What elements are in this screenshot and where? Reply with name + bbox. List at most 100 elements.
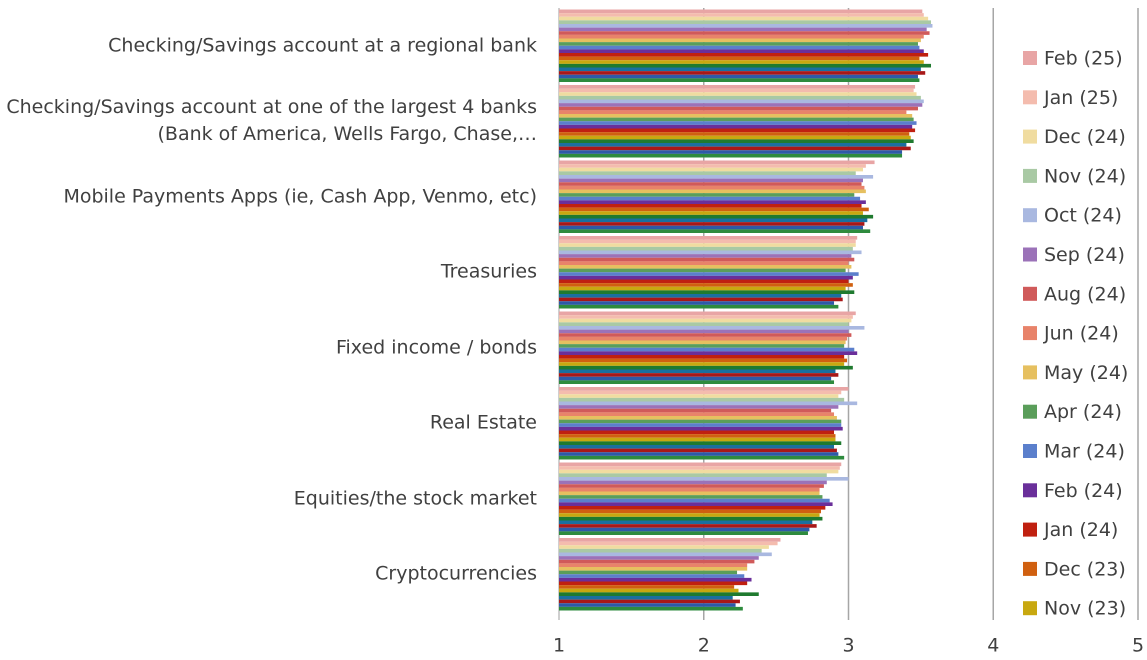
- bar: [559, 516, 823, 521]
- legend-swatch: [1023, 168, 1037, 183]
- bar: [559, 480, 827, 485]
- bar: [559, 153, 903, 158]
- bar: [559, 373, 839, 377]
- bar: [559, 347, 855, 352]
- bar: [559, 434, 836, 438]
- category-label: Real Estate: [429, 411, 537, 434]
- bar: [559, 592, 759, 596]
- bar: [559, 78, 920, 82]
- bar: [559, 132, 910, 136]
- bar: [559, 588, 739, 593]
- bar: [559, 419, 842, 424]
- legend-swatch: [1023, 247, 1037, 262]
- bar: [559, 297, 843, 302]
- bar: [559, 146, 911, 151]
- legend-swatch: [1023, 483, 1037, 498]
- bar: [559, 567, 748, 571]
- legend-label: Jun (24): [1043, 323, 1119, 345]
- bar: [559, 495, 823, 499]
- bar: [559, 599, 740, 604]
- bar: [559, 548, 762, 553]
- bar: [559, 63, 932, 68]
- legend-label: Dec (23): [1044, 558, 1126, 580]
- bar: [559, 196, 861, 201]
- bar: [559, 250, 862, 255]
- bar: [559, 27, 927, 32]
- legend-swatch: [1023, 522, 1037, 537]
- bar: [559, 416, 837, 420]
- bar: [559, 531, 808, 535]
- bar: [559, 24, 933, 28]
- bar: [559, 304, 839, 309]
- bar: [559, 401, 858, 406]
- bar: [559, 167, 863, 172]
- bar: [559, 222, 865, 226]
- bar: [559, 311, 856, 316]
- bar: [559, 229, 871, 233]
- legend-label: Oct (24): [1044, 205, 1122, 227]
- bar: [559, 239, 856, 244]
- bar: [559, 164, 866, 168]
- bar: [559, 95, 921, 100]
- bar: [559, 290, 855, 294]
- legend-label: Aug (24): [1044, 283, 1126, 305]
- bar: [559, 178, 863, 183]
- legend-swatch: [1023, 90, 1037, 105]
- bar: [559, 462, 842, 467]
- bar: [559, 265, 852, 269]
- bar: [559, 16, 929, 21]
- bar: [559, 254, 852, 258]
- bar: [559, 88, 914, 93]
- legend-label: Feb (24): [1044, 480, 1123, 502]
- bar: [559, 85, 916, 89]
- bar: [559, 487, 820, 492]
- bar: [559, 441, 842, 445]
- bar: [559, 139, 914, 143]
- bar: [559, 246, 853, 251]
- bar: [559, 279, 849, 284]
- bar: [559, 445, 835, 449]
- bar: [559, 99, 924, 104]
- bar: [559, 376, 832, 381]
- legend-label: Mar (24): [1044, 441, 1125, 463]
- bar: [559, 426, 843, 431]
- bar: [559, 49, 924, 53]
- bar: [559, 365, 853, 370]
- legend-box: [997, 36, 1136, 626]
- legend-swatch: [1023, 444, 1037, 458]
- bar: [559, 506, 826, 510]
- bar: [559, 491, 820, 496]
- bar: [559, 412, 835, 416]
- bar: [559, 20, 932, 24]
- bar: [559, 135, 911, 140]
- bar: [559, 455, 845, 460]
- legend-label: Jan (25): [1043, 87, 1118, 109]
- bar: [559, 423, 842, 427]
- bar: [559, 261, 849, 265]
- bar: [559, 92, 917, 96]
- bar: [559, 67, 921, 72]
- bar: [559, 121, 917, 125]
- bar: [559, 340, 846, 345]
- legend-label: Nov (23): [1044, 598, 1126, 620]
- bar: [559, 236, 858, 240]
- bar: [559, 171, 856, 175]
- bar: [559, 257, 855, 262]
- bar: [559, 114, 913, 118]
- bar: [559, 286, 846, 291]
- bar: [559, 45, 920, 50]
- x-tick-label: 2: [698, 635, 710, 657]
- bar: [559, 318, 852, 323]
- bar: [559, 448, 837, 453]
- legend-swatch: [1023, 326, 1037, 341]
- bar: [559, 294, 842, 298]
- bar: [559, 344, 845, 348]
- bar: [559, 103, 923, 107]
- bar: [559, 574, 745, 578]
- category-label: Mobile Payments Apps (ie, Cash App, Venm…: [63, 185, 537, 208]
- category-label: Cryptocurrencies: [375, 562, 537, 585]
- bar: [559, 405, 839, 409]
- bar: [559, 397, 845, 402]
- bar: [559, 477, 849, 481]
